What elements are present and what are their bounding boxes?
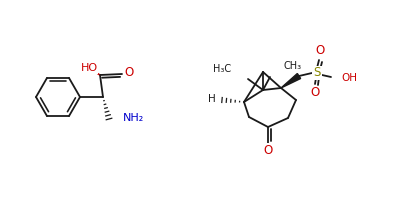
Text: O: O (315, 45, 325, 58)
Text: HO: HO (80, 63, 98, 73)
Text: O: O (310, 86, 320, 99)
Text: O: O (263, 144, 273, 156)
Text: H: H (208, 94, 216, 104)
Text: CH₃: CH₃ (283, 61, 301, 71)
Text: O: O (124, 66, 134, 79)
Text: NH₂: NH₂ (123, 113, 144, 123)
Text: S: S (313, 66, 321, 79)
Text: OH: OH (341, 73, 357, 83)
Text: H₃C: H₃C (213, 64, 231, 74)
Polygon shape (281, 74, 301, 88)
